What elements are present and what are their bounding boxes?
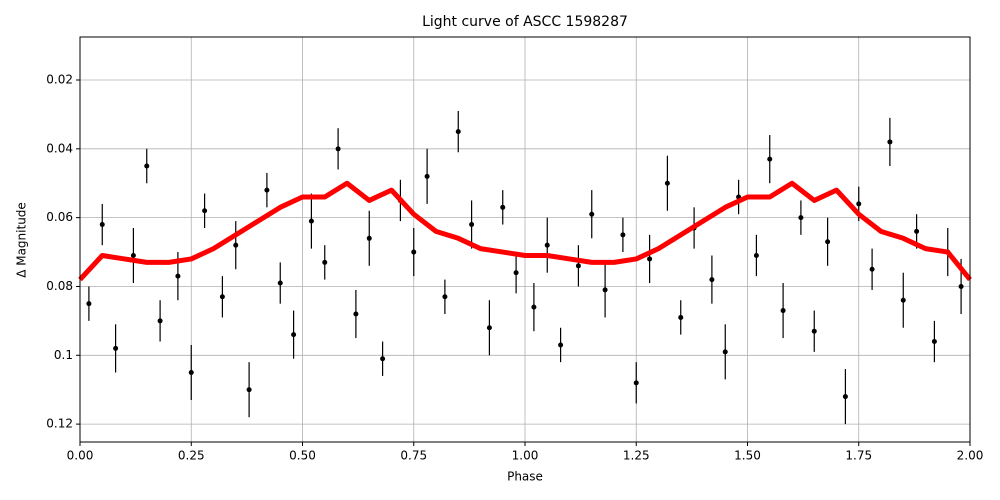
y-tick-label: 0.06	[46, 210, 73, 224]
data-point	[86, 301, 92, 307]
data-point	[130, 253, 136, 259]
data-point	[113, 345, 119, 351]
data-point	[335, 146, 341, 152]
data-point	[380, 356, 386, 362]
x-tick-label: 0.00	[67, 449, 94, 463]
data-point	[780, 308, 786, 314]
data-point	[633, 380, 639, 386]
y-tick-label: 0.12	[46, 417, 73, 431]
data-point	[157, 318, 163, 324]
data-point	[931, 339, 937, 345]
data-point	[709, 277, 715, 283]
data-point	[842, 394, 848, 400]
data-point	[188, 369, 194, 375]
data-point	[455, 129, 461, 135]
data-point	[219, 294, 225, 300]
y-tick-label: 0.04	[46, 141, 73, 155]
data-point	[958, 283, 964, 289]
data-point	[277, 280, 283, 286]
x-tick-label: 0.75	[400, 449, 427, 463]
data-point	[647, 256, 653, 262]
x-tick-label: 0.50	[289, 449, 316, 463]
data-point	[869, 266, 875, 272]
x-tick-label: 2.00	[957, 449, 984, 463]
data-point	[469, 222, 475, 228]
data-point	[722, 349, 728, 355]
data-point	[322, 259, 328, 265]
data-point	[264, 187, 270, 193]
x-tick-label: 1.50	[734, 449, 761, 463]
data-point	[914, 228, 920, 234]
data-point	[900, 297, 906, 303]
data-point	[424, 173, 430, 179]
data-point	[246, 387, 252, 393]
data-point	[856, 201, 862, 207]
data-point	[353, 311, 359, 317]
data-point	[308, 218, 314, 224]
data-point	[798, 215, 804, 221]
data-point	[175, 273, 181, 279]
plot-frame	[79, 36, 971, 443]
data-point	[486, 325, 492, 331]
data-point	[589, 211, 595, 217]
data-point	[558, 342, 564, 348]
data-point	[531, 304, 537, 310]
data-point	[233, 242, 239, 248]
data-point	[664, 180, 670, 186]
data-point	[811, 328, 817, 334]
x-tick-label: 1.00	[512, 449, 539, 463]
data-point	[767, 156, 773, 162]
data-point	[678, 314, 684, 320]
x-axis-label: Phase	[507, 470, 543, 484]
data-point	[575, 263, 581, 269]
data-point	[144, 163, 150, 169]
data-point	[500, 204, 506, 210]
chart-title: Light curve of ASCC 1598287	[422, 14, 628, 30]
data-point	[513, 270, 519, 276]
data-point	[620, 232, 626, 238]
x-tick-label: 1.25	[623, 449, 650, 463]
data-point	[202, 208, 208, 214]
data-point	[99, 222, 105, 228]
x-tick-label: 1.75	[845, 449, 872, 463]
x-tick-label: 0.25	[178, 449, 205, 463]
binned-curve	[78, 180, 972, 282]
y-tick-label: 0.02	[46, 73, 73, 87]
data-point	[366, 235, 372, 241]
data-point	[411, 249, 417, 255]
data-point	[887, 139, 893, 145]
data-point	[544, 242, 550, 248]
data-point	[753, 253, 759, 259]
data-point	[602, 287, 608, 293]
y-tick-label: 0.08	[46, 279, 73, 293]
y-axis-label: Δ Magnitude	[15, 202, 29, 278]
y-tick-label: 0.1	[54, 348, 73, 362]
data-point	[442, 294, 448, 300]
data-point	[291, 332, 297, 338]
data-point	[825, 239, 831, 245]
